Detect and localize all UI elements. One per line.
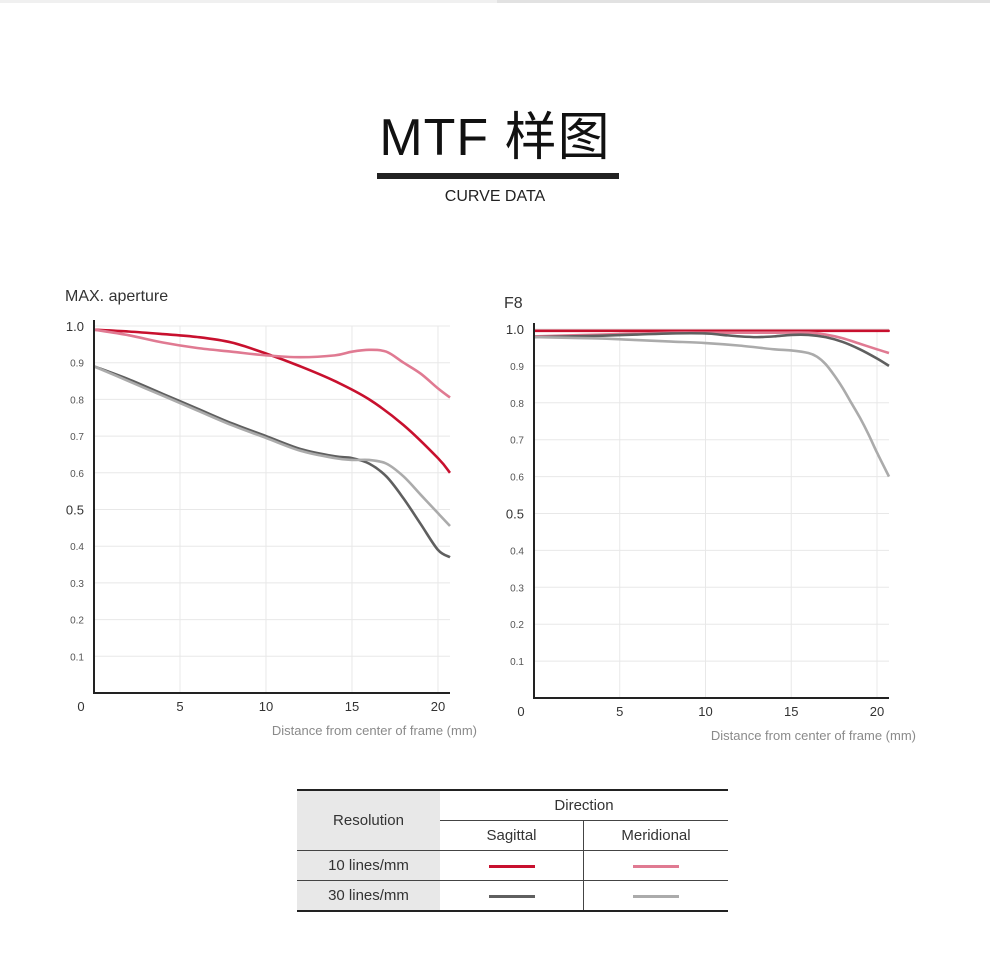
legend-cell <box>440 880 584 911</box>
title-underline <box>377 173 619 179</box>
legend-meridional-header: Meridional <box>583 820 728 851</box>
y-tick-label: 0.7 <box>510 436 524 447</box>
x-tick-label: 10 <box>698 704 712 719</box>
page-subtitle: CURVE DATA <box>444 188 546 205</box>
legend-table: Resolution Direction Sagittal Meridional… <box>297 789 728 912</box>
legend-sagittal-header: Sagittal <box>440 820 584 851</box>
y-tick-label: 0.2 <box>70 616 84 627</box>
series-line <box>93 328 452 474</box>
y-tick-label: 1.0 <box>506 322 524 337</box>
legend-row-label: 10 lines/mm <box>297 850 440 881</box>
chart-title: MAX. aperture <box>65 288 168 305</box>
y-tick-label: 0.9 <box>510 362 524 373</box>
top-divider <box>0 0 990 3</box>
y-tick-label: 0.3 <box>70 579 84 590</box>
top-divider-right <box>497 0 990 3</box>
x-tick-label: 5 <box>176 699 183 714</box>
series-line <box>533 331 890 368</box>
page-title: MTF 样图 <box>379 109 611 167</box>
legend-cell <box>584 881 729 912</box>
x-tick-label: 5 <box>616 704 623 719</box>
x-tick-label: 10 <box>259 699 273 714</box>
y-tick-label: 0.4 <box>510 546 524 557</box>
x-tick-label: 20 <box>870 704 884 719</box>
y-tick-label: 0.1 <box>70 652 84 663</box>
chart-grid <box>534 328 889 698</box>
legend-row-label: 30 lines/mm <box>297 880 440 911</box>
y-tick-label: 0.8 <box>510 399 524 410</box>
legend-swatch-10-sagittal <box>488 864 535 868</box>
x-tick-label: 20 <box>431 699 445 714</box>
y-tick-label: 0.5 <box>66 503 84 518</box>
legend-resolution-header: Resolution <box>297 790 440 851</box>
y-tick-label: 0.5 <box>506 507 524 522</box>
x-tick-label: 0 <box>517 704 524 719</box>
mtf-chart-max-aperture: MAX. aperture 1.0 0.9 0.8 0.7 0.6 0.5 0.4 0.3 0.2… <box>65 288 477 738</box>
y-tick-label: 0.3 <box>510 583 524 594</box>
chart-title: F8 <box>504 295 523 312</box>
x-tick-label: 0 <box>77 699 84 714</box>
y-tick-label: 0.4 <box>70 542 84 553</box>
legend-swatch-30-sagittal <box>488 894 535 898</box>
y-tick-label: 0.8 <box>70 395 84 406</box>
mtf-chart-f8: F8 1.0 0.9 0.8 0.7 0.6 0.5 0.4 0.3 0.2 0.1 0 5 10 15 20… <box>504 295 916 743</box>
legend-cell <box>583 850 728 881</box>
x-tick-label: 15 <box>784 704 798 719</box>
legend-direction-header: Direction <box>440 790 728 821</box>
series-line <box>93 328 451 399</box>
chart-grid <box>94 325 450 693</box>
legend-swatch-10-meridional <box>633 864 679 868</box>
y-tick-label: 1.0 <box>66 319 84 334</box>
y-tick-label: 0.1 <box>510 657 524 668</box>
top-divider-left <box>0 0 497 3</box>
x-tick-label: 15 <box>345 699 359 714</box>
y-tick-label: 0.7 <box>70 432 84 443</box>
x-axis-label: Distance from center of frame (mm) <box>272 723 477 738</box>
series-line <box>533 335 891 478</box>
y-tick-label: 0.6 <box>70 469 84 480</box>
y-tick-label: 0.9 <box>70 359 84 370</box>
y-tick-label: 0.2 <box>510 620 524 631</box>
legend-cell <box>440 850 584 881</box>
series-line <box>93 365 451 527</box>
legend-swatch-30-meridional <box>633 894 679 898</box>
title-block: MTF 样图 <box>0 105 990 171</box>
y-tick-label: 0.6 <box>510 473 524 484</box>
x-axis-label: Distance from center of frame (mm) <box>711 728 916 743</box>
series-line <box>93 365 451 559</box>
